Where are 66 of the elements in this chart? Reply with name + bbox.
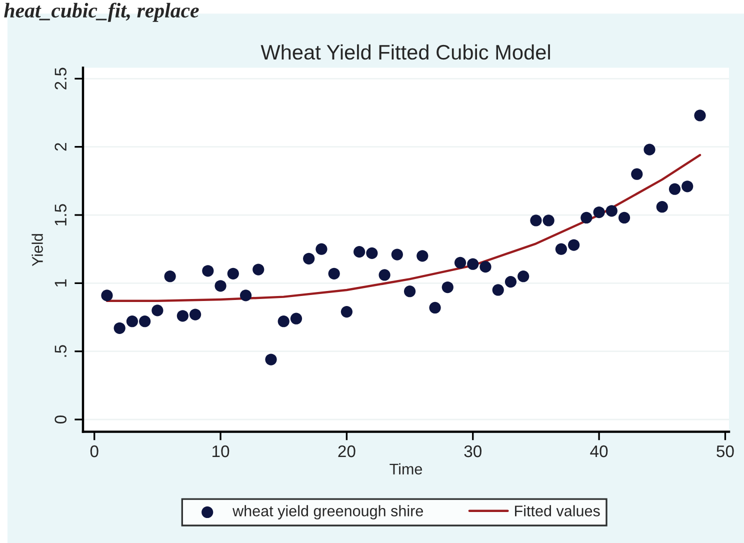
point bbox=[278, 316, 290, 328]
chart-title: Wheat Yield Fitted Cubic Model bbox=[260, 44, 550, 60]
point bbox=[530, 214, 542, 226]
x-tick-label: 0 bbox=[90, 445, 98, 458]
point bbox=[303, 252, 315, 264]
y-tick-label: 2.5 bbox=[54, 68, 67, 90]
point bbox=[682, 180, 694, 192]
legend-label: wheat yield greenough shire bbox=[232, 505, 423, 520]
point bbox=[580, 212, 592, 224]
point bbox=[606, 205, 618, 217]
point bbox=[378, 269, 390, 281]
legend-label: Fitted values bbox=[515, 505, 600, 516]
text: heat_cubic_fit, replace bbox=[4, 2, 199, 22]
point bbox=[152, 304, 164, 316]
point bbox=[618, 212, 630, 224]
x-tick-label: 10 bbox=[212, 445, 230, 458]
point bbox=[366, 247, 378, 259]
point bbox=[252, 264, 264, 276]
point bbox=[568, 239, 580, 251]
point bbox=[139, 316, 151, 328]
point bbox=[631, 168, 643, 180]
x-axis-title: Time bbox=[390, 463, 422, 475]
point bbox=[114, 322, 126, 334]
y-tick-label: 0 bbox=[54, 416, 67, 424]
point bbox=[442, 281, 454, 294]
point bbox=[290, 312, 302, 324]
point bbox=[518, 270, 530, 282]
point bbox=[227, 268, 239, 280]
point bbox=[656, 201, 668, 213]
point bbox=[467, 258, 479, 270]
point bbox=[101, 290, 113, 302]
point bbox=[480, 261, 492, 273]
point bbox=[265, 354, 277, 366]
point bbox=[555, 243, 567, 255]
point bbox=[504, 276, 517, 288]
y-tick-label: 1 bbox=[54, 279, 66, 287]
x-tick-label: 20 bbox=[338, 445, 356, 458]
point bbox=[542, 214, 554, 226]
point bbox=[164, 270, 176, 282]
x-tick-label: 40 bbox=[590, 445, 608, 458]
y-tick-label: .5 bbox=[54, 345, 67, 357]
point bbox=[668, 183, 681, 195]
point bbox=[202, 265, 214, 277]
x-tick-label: 50 bbox=[716, 445, 734, 458]
point bbox=[454, 256, 466, 269]
point bbox=[694, 110, 706, 122]
y-tick-label: 2 bbox=[54, 143, 66, 151]
point bbox=[126, 316, 138, 328]
x-tick-label: 30 bbox=[464, 445, 482, 458]
point bbox=[340, 306, 353, 318]
y-tick-label: 1.5 bbox=[54, 204, 67, 226]
point bbox=[214, 280, 226, 292]
point bbox=[429, 302, 441, 314]
point bbox=[176, 310, 188, 322]
point bbox=[189, 308, 202, 320]
point bbox=[416, 250, 428, 262]
y-axis-title: Yield bbox=[32, 234, 43, 266]
point bbox=[391, 248, 403, 260]
point bbox=[354, 246, 366, 258]
point bbox=[240, 290, 252, 302]
point bbox=[492, 284, 504, 296]
point bbox=[593, 206, 605, 218]
point bbox=[316, 243, 328, 255]
point bbox=[328, 268, 340, 280]
point bbox=[644, 144, 656, 156]
point bbox=[404, 286, 416, 298]
